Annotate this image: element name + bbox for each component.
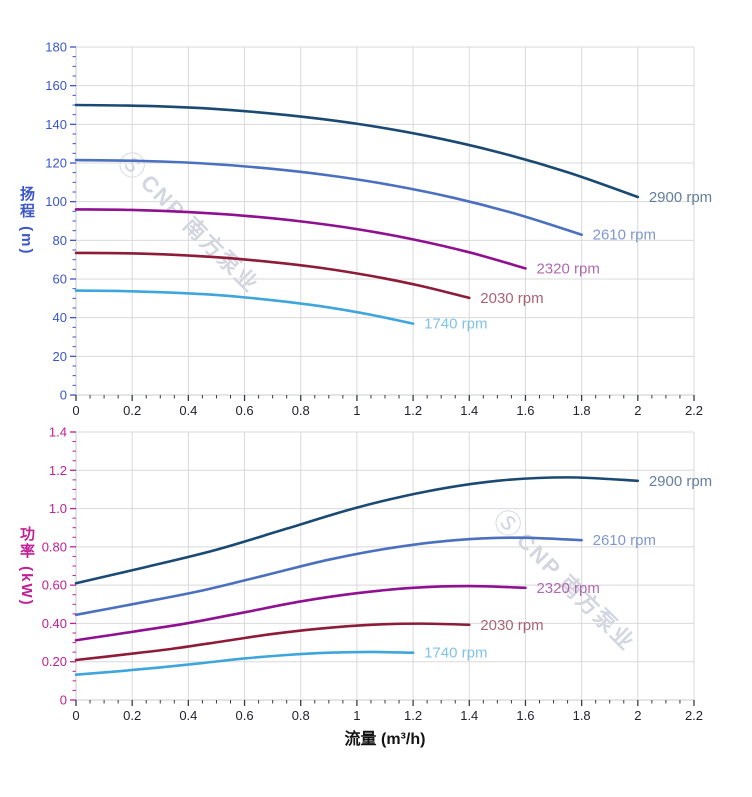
y-axis-title-head: 扬程 (m): [18, 186, 35, 256]
x-tick-label: 1.6: [516, 708, 534, 723]
curve-2030-rpm: [74, 251, 471, 300]
y-tick-label: 0.40: [42, 616, 67, 631]
x-tick-label: 1.4: [460, 403, 478, 418]
curve-label-1740-rpm: 1740 rpm: [424, 316, 487, 333]
x-tick-label: 2: [634, 708, 641, 723]
y-tick-label: 0.20: [42, 654, 67, 669]
y-tick-label: 1.0: [49, 501, 67, 516]
y-tick-label: 160: [45, 78, 67, 93]
y-tick-label: 0: [60, 693, 67, 708]
curve-1740-rpm: [74, 289, 415, 325]
y-tick-label: 0: [60, 388, 67, 403]
curve-label-2610-rpm: 2610 rpm: [593, 227, 656, 244]
x-tick-label: 1.2: [404, 708, 422, 723]
x-tick-label: 1: [353, 403, 360, 418]
y-tick-label: 1.2: [49, 463, 67, 478]
y-tick-label: 1.4: [49, 425, 67, 440]
y-axis-title-power: 功率 (kW): [18, 525, 35, 607]
x-tick-label: 2.2: [685, 708, 703, 723]
y-tick-label: 120: [45, 156, 67, 171]
y-tick-label: 20: [53, 349, 67, 364]
x-tick-label: 1: [353, 708, 360, 723]
y-tick-label: 180: [45, 40, 67, 55]
y-tick-label: 80: [53, 233, 67, 248]
y-tick-label: 100: [45, 194, 67, 209]
curve-2320-rpm: [74, 584, 527, 642]
x-tick-label: 0.8: [292, 708, 310, 723]
curve-2900-rpm: [74, 476, 640, 585]
curve-label-2610-rpm: 2610 rpm: [593, 532, 656, 549]
curve-label-2030-rpm: 2030 rpm: [480, 290, 543, 307]
curve-2030-rpm: [74, 622, 471, 662]
curve-label-1740-rpm: 1740 rpm: [424, 645, 487, 662]
y-tick-label: 140: [45, 117, 67, 132]
x-tick-label: 0.2: [123, 708, 141, 723]
y-tick-label: 40: [53, 310, 67, 325]
y-tick-label: 0.80: [42, 539, 67, 554]
x-tick-label: 1.4: [460, 708, 478, 723]
x-tick-label: 0: [72, 708, 79, 723]
x-tick-label: 1.6: [516, 403, 534, 418]
y-tick-label: 60: [53, 272, 67, 287]
x-tick-label: 2.2: [685, 403, 703, 418]
x-tick-label: 0.6: [236, 403, 254, 418]
x-tick-label: 1.8: [573, 403, 591, 418]
x-tick-label: 0.4: [179, 403, 197, 418]
x-tick-label: 0.2: [123, 403, 141, 418]
curve-2900-rpm: [74, 103, 640, 199]
curve-1740-rpm: [74, 650, 415, 677]
x-tick-label: 0: [72, 403, 79, 418]
curve-2610-rpm: [74, 536, 583, 617]
x-tick-label: 1.8: [573, 708, 591, 723]
x-tick-label: 0.8: [292, 403, 310, 418]
curve-2320-rpm: [74, 208, 527, 270]
curve-label-2030-rpm: 2030 rpm: [480, 617, 543, 634]
curve-label-2900-rpm: 2900 rpm: [649, 189, 712, 206]
y-tick-label: 0.60: [42, 578, 67, 593]
curve-label-2320-rpm: 2320 rpm: [536, 260, 599, 277]
x-tick-label: 2: [634, 403, 641, 418]
x-tick-label: 0.6: [236, 708, 254, 723]
x-tick-label: 0.4: [179, 708, 197, 723]
curve-label-2320-rpm: 2320 rpm: [536, 580, 599, 597]
curve-2610-rpm: [74, 158, 583, 237]
x-axis-title-flow: 流量 (m³/h): [344, 731, 426, 748]
x-tick-label: 1.2: [404, 403, 422, 418]
curve-label-2900-rpm: 2900 rpm: [649, 473, 712, 490]
